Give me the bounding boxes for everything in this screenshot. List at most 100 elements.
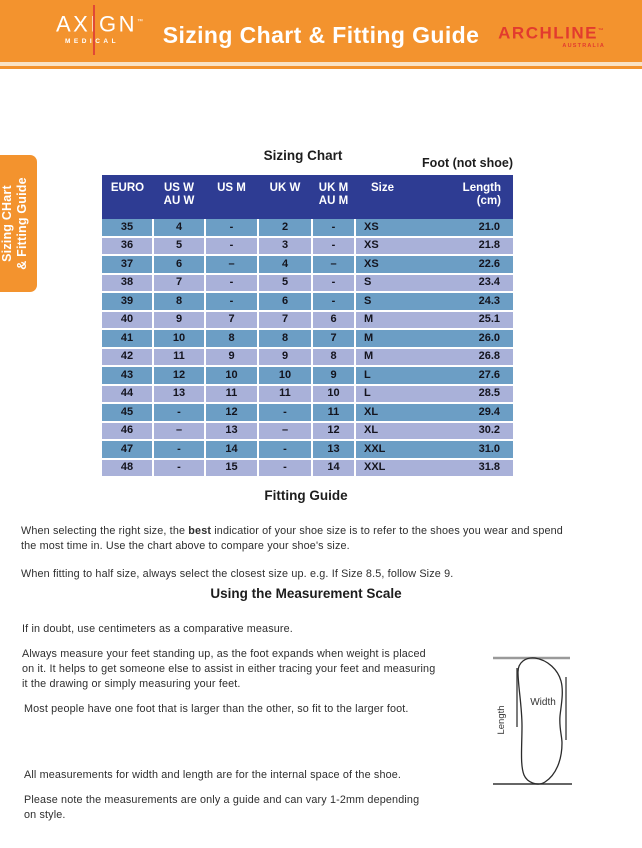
table-cell: 9 bbox=[205, 347, 259, 367]
table-cell: 30.2 bbox=[424, 421, 513, 441]
page-title: Sizing Chart & Fitting Guide bbox=[162, 22, 480, 48]
column-header-usw: US W AU W bbox=[153, 175, 205, 219]
table-cell: 9 bbox=[312, 366, 356, 386]
table-cell: 14 bbox=[312, 458, 356, 478]
measurement-paragraph-2: Always measure your feet standing up, as… bbox=[22, 647, 436, 691]
table-row: 44 13 11 11 10 L 28.5 bbox=[102, 384, 513, 404]
sizing-table: EURO US W AU W US M UK W UK M AU M Size … bbox=[102, 175, 513, 478]
archline-logo: ARCHLINE™ AUSTRALIA bbox=[498, 22, 605, 49]
axign-medical-logo: AXIGN™ MEDICAL bbox=[56, 5, 143, 55]
table-cell: – bbox=[312, 255, 356, 275]
table-cell: 12 bbox=[153, 366, 206, 386]
table-cell: 46 bbox=[102, 421, 154, 441]
table-row: 36 5-3- XS 21.8 bbox=[102, 236, 513, 256]
table-row: 42 11 9 9 8 M 26.8 bbox=[102, 347, 513, 367]
axign-brand-sub: MEDICAL bbox=[64, 38, 120, 46]
header-divider-light bbox=[0, 62, 642, 66]
table-cell: 5 bbox=[153, 236, 206, 256]
table-cell: 41 bbox=[102, 329, 154, 349]
table-cell: 12 bbox=[312, 421, 356, 441]
sizing-table-body: 35 4-2- XS 21.0 36 5-3- XS 21.8 37 6–4– XS 22.6 38 7-… bbox=[102, 219, 513, 478]
table-cell: 23.4 bbox=[424, 273, 513, 293]
table-row: 40 9 7 7 6 M 25.1 bbox=[102, 310, 513, 330]
table-cell: 7 bbox=[258, 310, 313, 330]
table-cell: 24.3 bbox=[424, 292, 513, 312]
table-cell: XS bbox=[355, 255, 424, 275]
archline-brand-sub: AUSTRALIA bbox=[562, 42, 605, 49]
table-cell: 45 bbox=[102, 403, 154, 423]
table-cell: - bbox=[312, 236, 356, 256]
table-row: 47-14-13 XXL 31.0 bbox=[102, 440, 513, 460]
table-cell: 25.1 bbox=[424, 310, 513, 330]
table-cell: 4 bbox=[153, 219, 206, 238]
table-row: 38 7-5- S 23.4 bbox=[102, 273, 513, 293]
table-cell: L bbox=[355, 366, 424, 386]
column-header-length: Length (cm) bbox=[424, 175, 513, 219]
table-header-row: EURO US W AU W US M UK W UK M AU M Size … bbox=[102, 175, 513, 219]
table-cell: 12 bbox=[205, 403, 259, 423]
table-cell: 31.0 bbox=[424, 440, 513, 460]
measurement-paragraph-1: If in doubt, use centimeters as a compar… bbox=[22, 622, 293, 635]
trademark-symbol: ™ bbox=[136, 19, 143, 25]
table-cell: 21.8 bbox=[424, 236, 513, 256]
table-row: 35 4-2- XS 21.0 bbox=[102, 219, 513, 238]
measurement-paragraph-5: Please note the measurements are only a … bbox=[24, 793, 420, 821]
table-cell: 26.0 bbox=[424, 329, 513, 349]
measurement-scale-heading: Using the Measurement Scale bbox=[210, 586, 402, 601]
table-row: 46–13–12 XL 30.2 bbox=[102, 421, 513, 441]
fitting-guide-paragraph-1: When selecting the right size, the best … bbox=[21, 524, 563, 554]
table-cell: 37 bbox=[102, 255, 154, 275]
table-cell: 3 bbox=[258, 236, 313, 256]
table-cell: 47 bbox=[102, 440, 154, 460]
table-row: 41 10 8 8 7 M 26.0 bbox=[102, 329, 513, 349]
table-cell: - bbox=[205, 273, 259, 293]
table-cell: M bbox=[355, 310, 424, 330]
fitting-guide-paragraph-2: When fitting to half size, always select… bbox=[21, 567, 454, 580]
table-cell: XS bbox=[355, 219, 424, 238]
table-cell: 31.8 bbox=[424, 458, 513, 478]
table-cell: 13 bbox=[153, 384, 206, 404]
table-row: 43 12 10 10 9 L 27.6 bbox=[102, 366, 513, 386]
table-cell: 38 bbox=[102, 273, 154, 293]
table-cell: XL bbox=[355, 421, 424, 441]
table-cell: 8 bbox=[312, 347, 356, 367]
table-cell: 22.6 bbox=[424, 255, 513, 275]
table-cell: 11 bbox=[312, 403, 356, 423]
measurement-paragraph-3: Most people have one foot that is larger… bbox=[24, 702, 409, 715]
table-row: 39 8-6- S 24.3 bbox=[102, 292, 513, 312]
table-cell: - bbox=[205, 236, 259, 256]
table-cell: 7 bbox=[205, 310, 259, 330]
archline-brand-name: ARCHLINE bbox=[498, 23, 598, 43]
table-cell: – bbox=[153, 421, 206, 441]
table-cell: 26.8 bbox=[424, 347, 513, 367]
table-row: 37 6–4– XS 22.6 bbox=[102, 255, 513, 275]
table-cell: 9 bbox=[153, 310, 206, 330]
table-cell: 6 bbox=[153, 255, 206, 275]
table-cell: - bbox=[258, 403, 313, 423]
table-cell: 44 bbox=[102, 384, 154, 404]
table-cell: – bbox=[205, 255, 259, 275]
table-cell: - bbox=[153, 403, 206, 423]
table-cell: 5 bbox=[258, 273, 313, 293]
column-header-ukw: UK W bbox=[258, 175, 312, 219]
side-tab: Sizing CHart & Fitting Guide bbox=[0, 155, 37, 292]
foot-not-shoe-label: Foot (not shoe) bbox=[422, 156, 513, 170]
table-cell: - bbox=[205, 292, 259, 312]
table-cell: 15 bbox=[205, 458, 259, 478]
table-row: 45-12-11 XL 29.4 bbox=[102, 403, 513, 423]
table-cell: - bbox=[312, 292, 356, 312]
table-cell: - bbox=[258, 440, 313, 460]
table-cell: 14 bbox=[205, 440, 259, 460]
table-cell: XL bbox=[355, 403, 424, 423]
table-cell: 7 bbox=[312, 329, 356, 349]
table-cell: - bbox=[153, 458, 206, 478]
table-cell: 6 bbox=[258, 292, 313, 312]
measurement-paragraph-4: All measurements for width and length ar… bbox=[24, 768, 402, 781]
table-cell: - bbox=[153, 440, 206, 460]
foot-outline bbox=[517, 657, 563, 785]
table-cell: 48 bbox=[102, 458, 154, 478]
table-cell: M bbox=[355, 329, 424, 349]
side-tab-label: Sizing CHart & Fitting Guide bbox=[0, 177, 29, 270]
table-cell: M bbox=[355, 347, 424, 367]
